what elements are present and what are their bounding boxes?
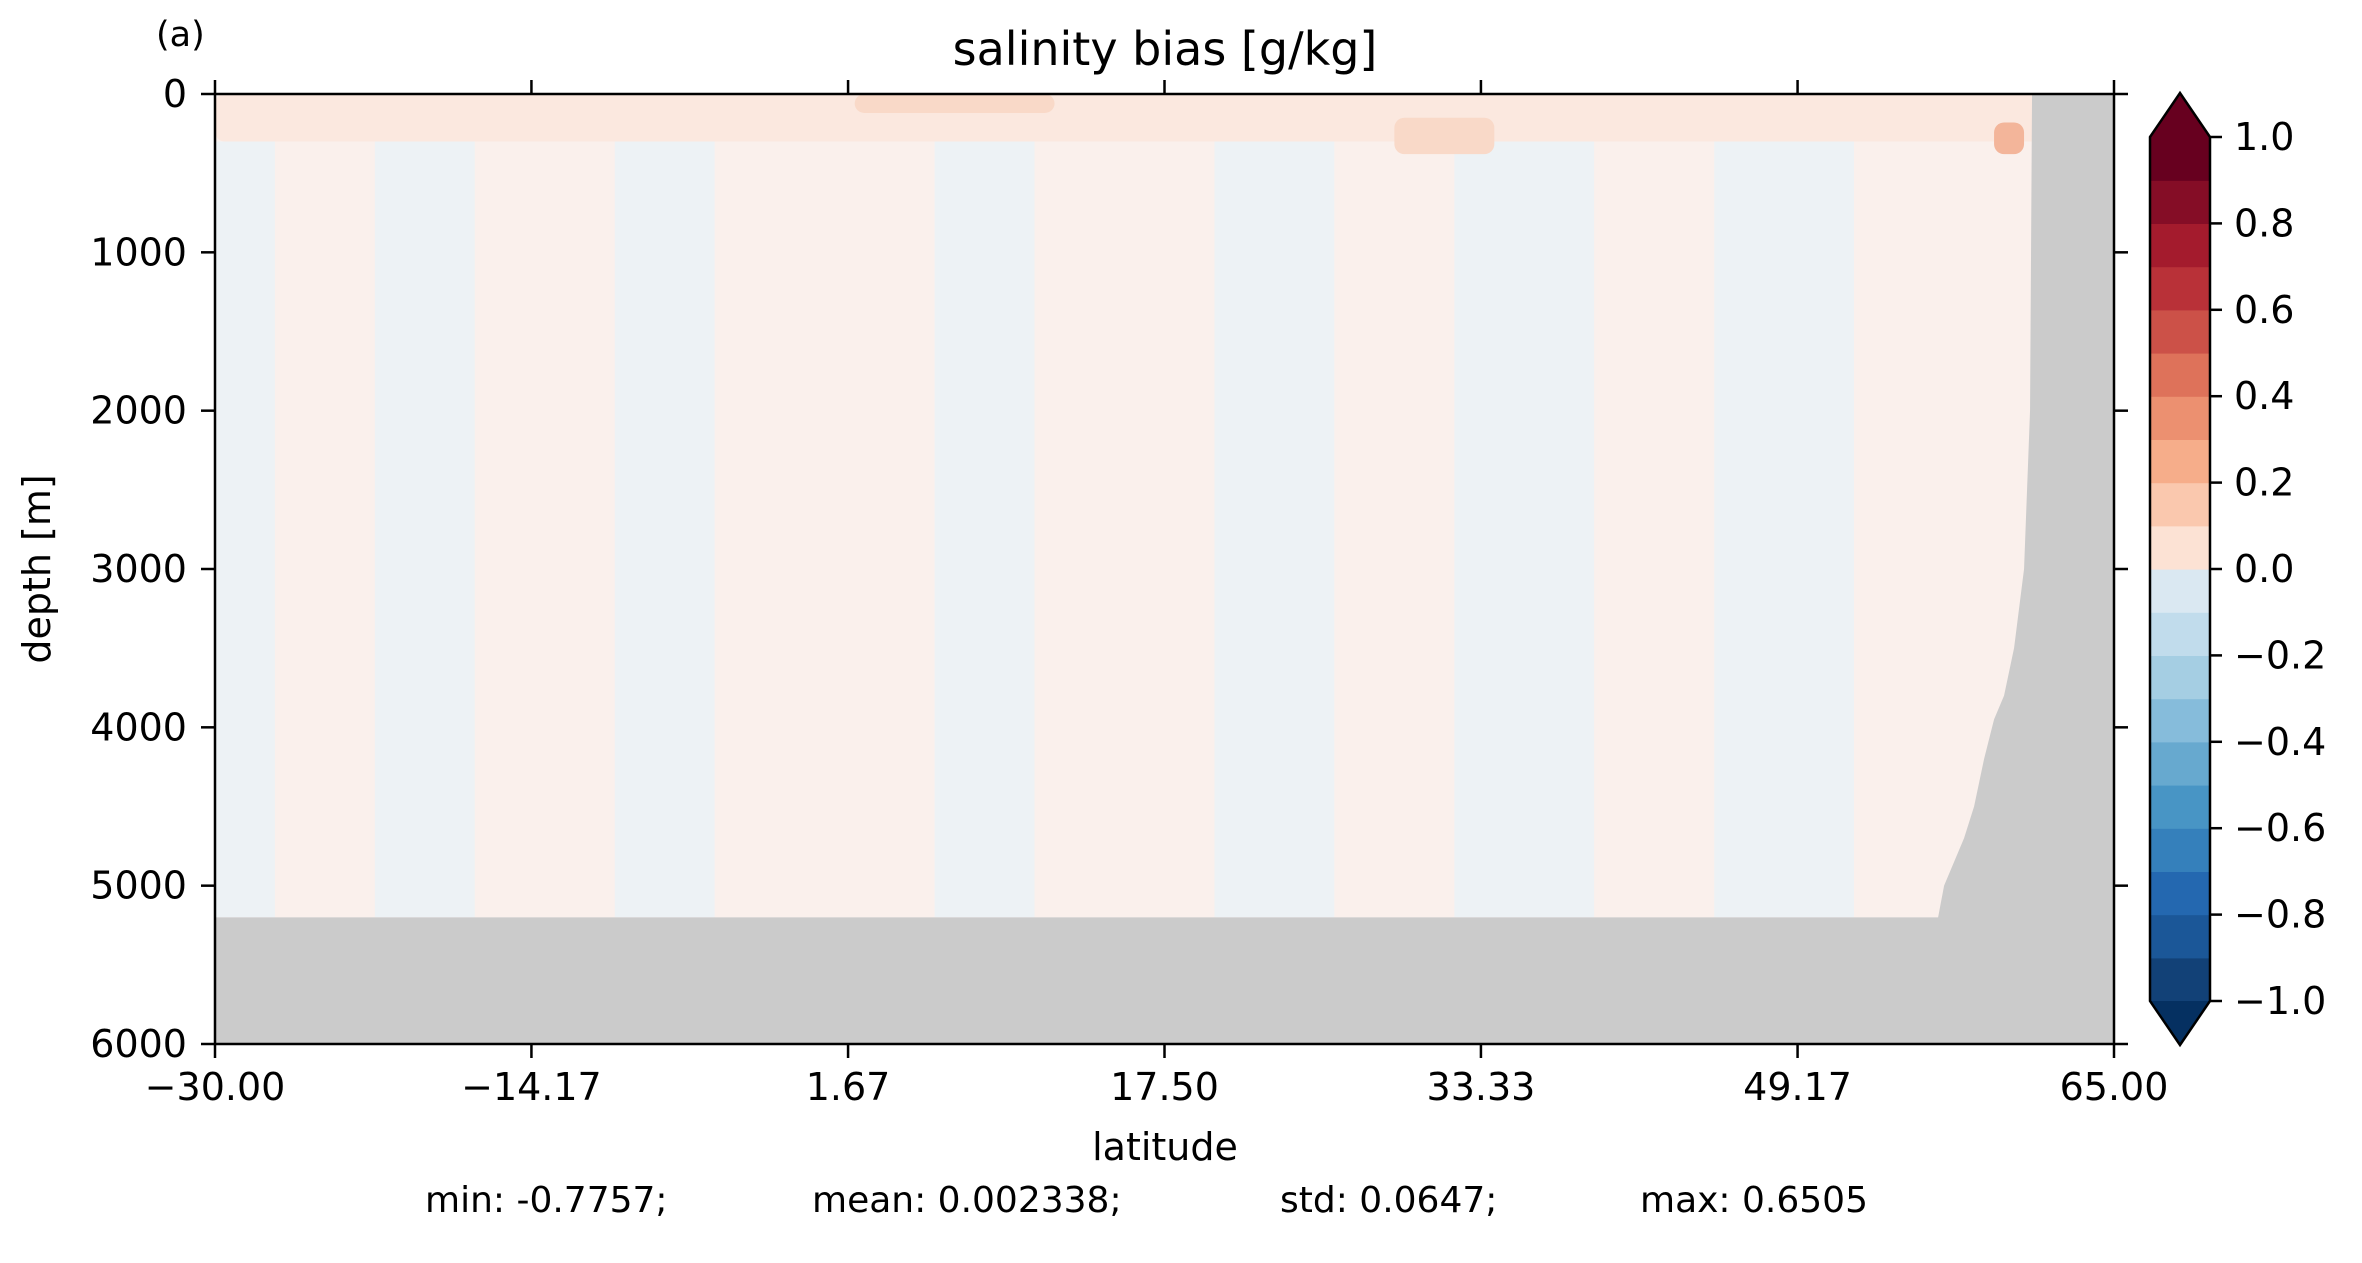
x-tick-label: −30.00 [145,1065,286,1109]
field-band-10 [1454,141,1595,918]
field-band-8 [1214,141,1335,918]
surface-feature-1 [854,94,1055,113]
surface-feature-2 [1394,117,1495,155]
colorbar-tick-label: 0.4 [2234,374,2294,418]
y-tick-label: 1000 [90,230,187,274]
x-tick-label: −14.17 [461,1065,602,1109]
stat-std: std: 0.0647; [1280,1180,1498,1221]
land-mask [215,94,2114,1044]
stat-mean: mean: 0.002338; [812,1180,1122,1221]
colorbar-segment [2150,439,2210,484]
colorbar-segment [2150,309,2210,354]
colorbar-segment [2150,180,2210,224]
colorbar-segment [2150,698,2210,743]
y-tick-label: 2000 [90,389,187,433]
colorbar-segment [2150,223,2210,268]
x-tick-label: 33.33 [1427,1065,1536,1109]
colorbar-tick-label: 0.8 [2234,201,2294,245]
colorbar-segment [2150,957,2210,1002]
field-band-5 [714,141,935,918]
field-band-0 [215,141,275,918]
x-tick-label: 17.50 [1110,1065,1219,1109]
colorbar-tick-label: 0.6 [2234,288,2294,332]
salinity-field [215,94,2114,1044]
colorbar-extend-max [2150,93,2210,137]
colorbar-tick-label: 0.2 [2234,461,2294,505]
colorbar-segment [2150,741,2210,786]
statistics-line: min: -0.7757; mean: 0.002338; std: 0.064… [0,1180,2362,1240]
surface-feature-3 [1994,122,2025,155]
colorbar-tick-label: −0.4 [2234,720,2326,764]
colorbar-segment [2150,569,2210,613]
colorbar-segment [2150,655,2210,700]
colorbar-segment [2150,871,2210,916]
field-band-1 [274,141,375,918]
field-band-11 [1594,141,1715,918]
x-axis: −30.00 −14.17 1.67 17.50 33.33 49.17 65.00 [145,80,2169,1109]
surface-feature-0 [215,94,2114,142]
land-area [215,94,2114,1044]
colorbar-segment [2150,612,2210,656]
colorbar-tick-label: 0.0 [2234,547,2294,591]
colorbar-tick-label: −0.8 [2234,893,2326,937]
x-tick-label: 49.17 [1743,1065,1852,1109]
colorbar-segment [2150,353,2210,397]
colorbar-segment [2150,266,2210,311]
plot-area [213,92,2116,1046]
colorbar-segment [2150,785,2210,829]
field-band-7 [1034,141,1215,918]
colorbar: 1.0 0.8 0.6 0.4 0.2 0.0 −0.2 −0.4 −0.6 −0.8 −1.0 [2148,90,2326,1048]
stat-max: max: 0.6505 [1640,1180,1868,1221]
field-band-3 [474,141,615,918]
x-tick-label: 1.67 [806,1065,891,1109]
colorbar-tick-label: −0.2 [2234,633,2326,677]
colorbar-segment [2150,137,2210,181]
field-band-6 [934,141,1035,918]
colorbar-tick-label: −1.0 [2234,979,2326,1023]
colorbar-tick-label: −0.6 [2234,806,2326,850]
y-tick-label: 4000 [90,705,187,749]
y-tick-label: 3000 [90,547,187,591]
stat-min: min: -0.7757; [425,1180,668,1221]
y-tick-label: 5000 [90,864,187,908]
chart-title: salinity bias [g/kg] [953,22,1378,76]
colorbar-segment [2150,828,2210,872]
y-axis: 0 1000 2000 3000 4000 5000 6000 [90,72,2128,1066]
y-tick-label: 0 [163,72,187,116]
x-tick-label: 65.00 [2060,1065,2169,1109]
y-tick-label: 6000 [90,1022,187,1066]
colorbar-segment [2150,914,2210,959]
colorbar-segment [2150,482,2210,527]
colorbar-segment [2150,396,2210,440]
colorbar-segment [2150,525,2210,570]
field-band-9 [1334,141,1455,918]
colorbar-tick-label: 1.0 [2234,115,2294,159]
y-axis-label: depth [m] [15,474,59,663]
x-axis-label: latitude [1092,1125,1238,1169]
field-band-2 [374,141,475,918]
field-band-4 [614,141,715,918]
colorbar-extend-min [2150,1001,2210,1045]
field-band-12 [1714,141,1855,918]
panel-label: (a) [156,15,205,55]
